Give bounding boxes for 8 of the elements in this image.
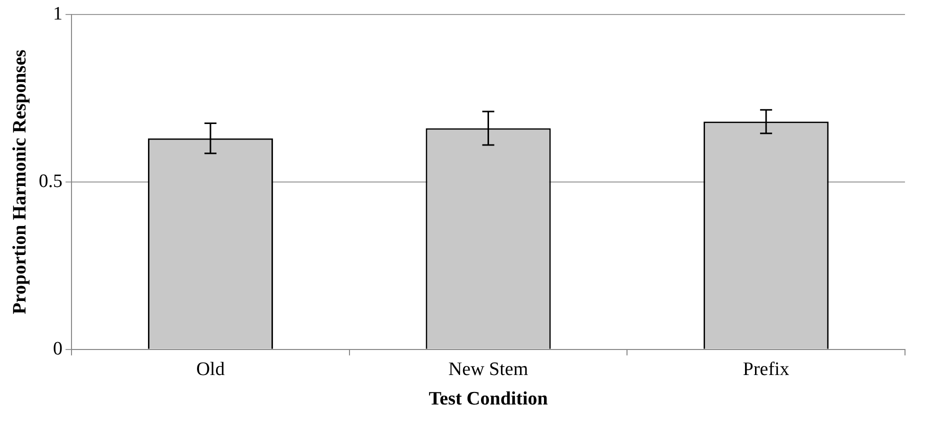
x-tick-label: New Stem (448, 358, 528, 380)
y-axis-title: Proportion Harmonic Responses (9, 50, 30, 314)
x-tick-label: Old (196, 358, 226, 380)
y-tick-label: 1 (53, 3, 63, 24)
x-axis-title: Test Condition (428, 388, 548, 410)
y-tick-label: 0 (53, 338, 63, 360)
y-tick-label: 0.5 (38, 170, 63, 192)
x-tick-label: Prefix (742, 358, 790, 380)
